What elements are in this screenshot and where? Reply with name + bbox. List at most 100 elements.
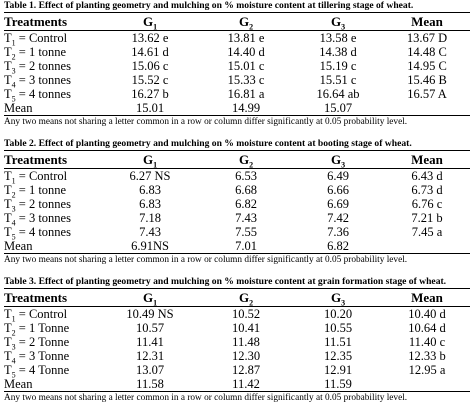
symbol: G bbox=[330, 289, 342, 305]
label: = 3 tonnes bbox=[18, 211, 71, 225]
subscript: 1 bbox=[153, 298, 158, 308]
table-cell: 11.51 bbox=[292, 335, 384, 349]
table-cell: 15.07 bbox=[292, 101, 384, 116]
table-cell: 12.31 bbox=[100, 349, 200, 363]
data-table: Treatments G1 G2 G3 Mean T1 = Control 10.49 NS… bbox=[4, 288, 470, 392]
table-note: Any two means not sharing a letter commo… bbox=[4, 117, 408, 127]
table-cell: T3 = 2 Tonne bbox=[4, 335, 100, 351]
header-cell: G1 bbox=[100, 12, 200, 31]
cell-text: 7.43 bbox=[139, 225, 161, 239]
symbol: G bbox=[330, 13, 342, 29]
cell-text: 16.27 b bbox=[131, 87, 169, 101]
subscript: 1 bbox=[11, 38, 16, 48]
symbol: G bbox=[238, 289, 250, 305]
header-cell: G2 bbox=[200, 12, 292, 32]
table-cell: 10.41 bbox=[200, 321, 292, 335]
subscript: 2 bbox=[249, 298, 254, 308]
cell-text: 11.58 bbox=[136, 377, 164, 391]
table-row: T3 = 2 Tonne 11.41 11.48 11.51 11.40 c bbox=[4, 335, 470, 351]
subscript: 4 bbox=[11, 356, 16, 366]
header-row: Treatments G1 G2 G3 Mean bbox=[4, 150, 470, 170]
table-cell: T4 = 3 Tonne bbox=[4, 349, 100, 366]
table-cell: 6.82 bbox=[292, 239, 384, 254]
table-row: T5 = 4 tonnes 7.43 7.55 7.36 7.45 a bbox=[4, 225, 470, 241]
cell-text: 6.69 bbox=[327, 197, 349, 211]
cell-text: 10.55 bbox=[323, 321, 353, 335]
cell-text: 14.95 C bbox=[407, 59, 447, 73]
subscript: 4 bbox=[11, 80, 16, 90]
label: = 4 tonnes bbox=[18, 225, 71, 239]
table-cell: 7.45 a bbox=[384, 225, 470, 239]
table-cell: 13.67 D bbox=[384, 31, 470, 45]
symbol: T bbox=[4, 363, 12, 377]
subscript: 3 bbox=[341, 160, 346, 170]
label: = 3 Tonne bbox=[18, 349, 70, 363]
table-cell: T5 = 4 Tonne bbox=[4, 363, 100, 379]
table-cell: T5 = 4 tonnes bbox=[4, 87, 100, 103]
table-cell: 13.62 e bbox=[100, 31, 200, 45]
table-cell: 6.66 bbox=[292, 183, 384, 197]
cell-text: 12.31 bbox=[135, 349, 165, 363]
table-title: Table 2. Effect of planting geometry and… bbox=[4, 138, 412, 149]
symbol: G bbox=[142, 289, 154, 305]
table-cell: 6.69 bbox=[292, 197, 384, 211]
table-cell: 15.19 c bbox=[292, 59, 384, 73]
cell-text: 6.73 d bbox=[411, 183, 443, 197]
subscript: 3 bbox=[11, 66, 16, 76]
label: = Control bbox=[18, 169, 68, 183]
label: = 1 tonne bbox=[18, 183, 67, 197]
cell-text: Treatments bbox=[4, 289, 68, 305]
subscript: 2 bbox=[11, 190, 16, 200]
cell-text: 6.91NS bbox=[131, 239, 169, 253]
label: = 3 tonnes bbox=[18, 73, 71, 87]
table-cell: 16.64 ab bbox=[292, 87, 384, 101]
symbol: T bbox=[4, 321, 12, 335]
header-cell: Treatments bbox=[4, 12, 100, 31]
cell-text: 11.41 bbox=[136, 335, 164, 349]
table-cell: 11.40 c bbox=[384, 335, 470, 349]
table-note: Any two means not sharing a letter commo… bbox=[4, 255, 408, 265]
cell-text: 10.49 NS bbox=[126, 307, 174, 321]
symbol: T bbox=[4, 169, 12, 183]
cell-text: 7.21 b bbox=[411, 211, 443, 225]
table-cell: 12.91 bbox=[292, 363, 384, 377]
label: = 2 tonnes bbox=[18, 59, 71, 73]
table-title: Table 3. Effect of planting geometry and… bbox=[4, 276, 447, 287]
label: = 4 Tonne bbox=[18, 363, 70, 377]
symbol: T bbox=[4, 335, 12, 349]
subscript: 2 bbox=[249, 22, 254, 32]
table-cell: 6.83 bbox=[100, 197, 200, 211]
table-cell: 15.51 c bbox=[292, 73, 384, 87]
table-row: T5 = 4 tonnes 16.27 b 16.81 a 16.64 ab 16.57… bbox=[4, 87, 470, 103]
cell-text: 7.18 bbox=[139, 211, 161, 225]
table-row: T4 = 3 tonnes 7.18 7.43 7.42 7.21 b bbox=[4, 211, 470, 227]
cell-text: 14.40 d bbox=[227, 45, 265, 59]
cell-text: 6.83 bbox=[139, 197, 161, 211]
table-cell: 11.48 bbox=[200, 335, 292, 349]
cell-text: Treatments bbox=[4, 13, 68, 29]
table-cell: 6.27 NS bbox=[100, 169, 200, 183]
cell-text: Mean bbox=[4, 239, 33, 253]
table-cell: 10.64 d bbox=[384, 321, 470, 335]
symbol: T bbox=[4, 211, 12, 225]
table-cell: 12.30 bbox=[200, 349, 292, 363]
table-cell: 6.73 d bbox=[384, 183, 470, 197]
subscript: 2 bbox=[249, 160, 254, 170]
cell-text: 6.43 d bbox=[411, 169, 443, 183]
symbol: T bbox=[4, 45, 12, 59]
table-cell: T4 = 3 tonnes bbox=[4, 211, 100, 227]
table-cell: 13.81 e bbox=[200, 31, 292, 45]
cell-text: 6.82 bbox=[327, 239, 349, 253]
cell-text: 11.59 bbox=[324, 377, 352, 391]
cell-text: 15.06 c bbox=[131, 59, 169, 73]
table-cell: 6.68 bbox=[200, 183, 292, 197]
subscript: 3 bbox=[11, 204, 16, 214]
header-cell: G3 bbox=[292, 12, 384, 31]
label: = Control bbox=[18, 307, 68, 321]
table-cell: 15.06 c bbox=[100, 59, 200, 73]
cell-text: 14.38 d bbox=[319, 45, 357, 59]
table-cell: 10.49 NS bbox=[100, 307, 200, 321]
cell-text: 15.33 c bbox=[227, 73, 265, 87]
cell-text: 15.01 bbox=[135, 101, 165, 115]
